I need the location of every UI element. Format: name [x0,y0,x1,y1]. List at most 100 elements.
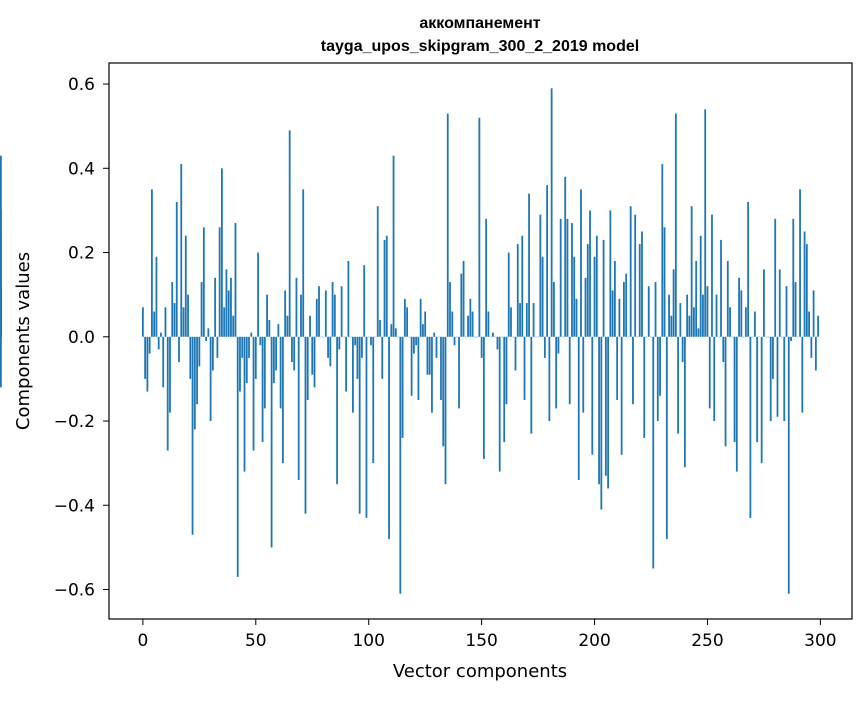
bar [386,236,388,337]
bar [497,337,499,350]
bar [232,316,234,337]
bar [795,282,797,337]
bar [763,269,765,336]
bar [779,269,781,336]
bar [255,337,257,379]
bar [352,337,354,413]
bar [544,337,546,358]
bar [725,337,727,447]
bar [253,337,255,451]
x-tick-label: 250 [691,631,723,651]
bar [722,337,724,362]
bar [406,307,408,336]
bar [293,337,295,371]
bar [587,244,589,337]
bar [275,337,277,371]
bar [427,337,429,375]
bar [652,337,654,569]
bar [377,206,379,337]
bar [786,286,788,337]
bar [379,320,381,337]
bar [264,337,266,409]
x-axis-label: Vector components [393,661,567,682]
y-axis-label: Components values [13,252,34,430]
bar [207,328,209,336]
bar [546,185,548,337]
bar [729,307,731,336]
bar [754,312,756,337]
bar [686,295,688,337]
bar [217,337,219,358]
bar [792,219,794,337]
bar [564,177,566,337]
bar [704,109,706,336]
bar-series [0,88,819,593]
bar [677,337,679,434]
bar [596,236,598,337]
bar [528,194,530,337]
bar [506,337,508,404]
bar [542,257,544,337]
bar [709,337,711,409]
bar [198,337,200,366]
bar [162,337,164,388]
bar [460,274,462,337]
bar [666,337,668,539]
bar [291,337,293,362]
bar [478,118,480,337]
bar [632,337,634,404]
bar [194,337,196,430]
bar [756,337,758,442]
bar [734,337,736,442]
bar [296,278,298,337]
bar [555,337,557,409]
bar [370,337,372,345]
bar [239,337,241,392]
bar [594,257,596,337]
bar [702,295,704,337]
bar [178,337,180,362]
bar [616,337,618,400]
bar [515,337,517,371]
bar [643,337,645,438]
bar [600,337,602,510]
bar [156,257,158,337]
x-tick-label: 150 [465,631,497,651]
bar [657,337,659,421]
bar [813,290,815,336]
y-tick-label: 0.2 [68,244,95,264]
bar [510,307,512,336]
bar [158,337,160,350]
bar [248,337,250,358]
bar [621,337,623,455]
bar [399,337,401,594]
bar [277,324,279,337]
bar [316,299,318,337]
bar [693,307,695,336]
bar [695,261,697,337]
bar [282,337,284,463]
bar [212,337,214,371]
bar [415,337,417,345]
x-tick-label: 200 [578,631,610,651]
bar [153,312,155,337]
bar [806,244,808,337]
bar [307,337,309,400]
x-tick-label: 300 [804,631,836,651]
bar [165,307,167,336]
bar [183,307,185,336]
bar [189,337,191,379]
bar [151,189,153,336]
bar [334,295,336,337]
bar [336,337,338,484]
bar [625,274,627,337]
bar [314,337,316,388]
bar [664,227,666,337]
bar [634,215,636,337]
bar [580,189,582,336]
bar [171,282,173,337]
bar [325,290,327,336]
bar [684,337,686,468]
